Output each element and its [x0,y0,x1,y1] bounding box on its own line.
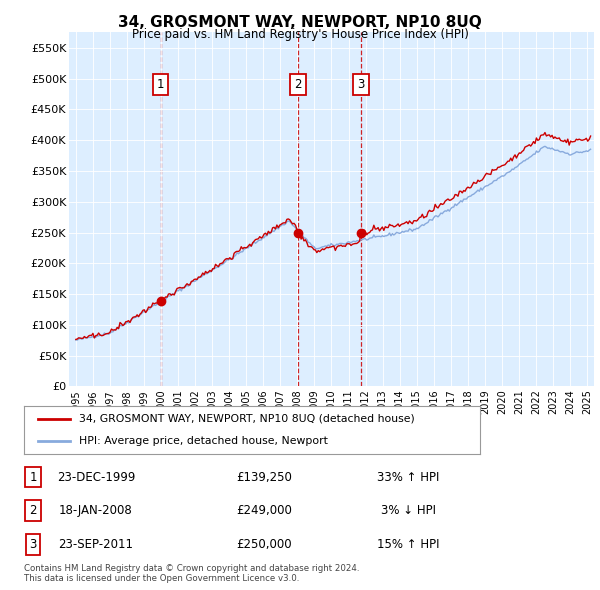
Text: 34, GROSMONT WAY, NEWPORT, NP10 8UQ: 34, GROSMONT WAY, NEWPORT, NP10 8UQ [118,15,482,30]
Text: 23-SEP-2011: 23-SEP-2011 [59,537,133,551]
Text: 3% ↓ HPI: 3% ↓ HPI [380,504,436,517]
Text: 18-JAN-2008: 18-JAN-2008 [59,504,133,517]
Text: 34, GROSMONT WAY, NEWPORT, NP10 8UQ (detached house): 34, GROSMONT WAY, NEWPORT, NP10 8UQ (det… [79,414,415,424]
Text: 2: 2 [29,504,37,517]
Text: 3: 3 [358,78,365,91]
Text: 15% ↑ HPI: 15% ↑ HPI [377,537,439,551]
Text: £249,000: £249,000 [236,504,292,517]
Text: HPI: Average price, detached house, Newport: HPI: Average price, detached house, Newp… [79,436,328,446]
Text: 1: 1 [29,470,37,484]
Text: Price paid vs. HM Land Registry's House Price Index (HPI): Price paid vs. HM Land Registry's House … [131,28,469,41]
Text: 2: 2 [295,78,302,91]
Text: 3: 3 [29,537,37,551]
Text: Contains HM Land Registry data © Crown copyright and database right 2024.
This d: Contains HM Land Registry data © Crown c… [24,563,359,583]
Text: 33% ↑ HPI: 33% ↑ HPI [377,470,439,484]
Text: 1: 1 [157,78,164,91]
Text: £250,000: £250,000 [236,537,292,551]
Text: 23-DEC-1999: 23-DEC-1999 [57,470,135,484]
Text: £139,250: £139,250 [236,470,292,484]
